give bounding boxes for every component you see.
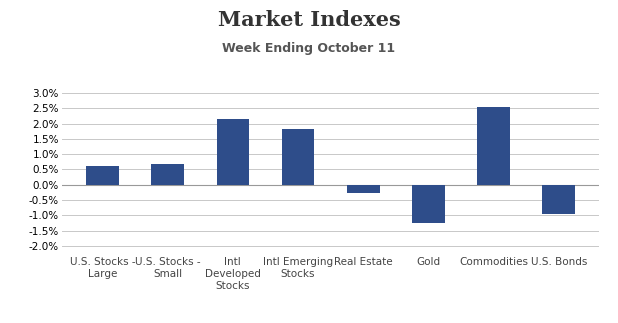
Bar (477, 107, 510, 185)
Bar (282, 129, 315, 185)
Text: Market Indexes: Market Indexes (218, 10, 400, 30)
Bar (347, 185, 379, 193)
Bar (151, 164, 184, 185)
Bar (216, 119, 249, 185)
Bar (543, 185, 575, 214)
Text: Week Ending October 11: Week Ending October 11 (222, 42, 396, 55)
Bar (412, 185, 445, 223)
Bar (87, 165, 119, 185)
